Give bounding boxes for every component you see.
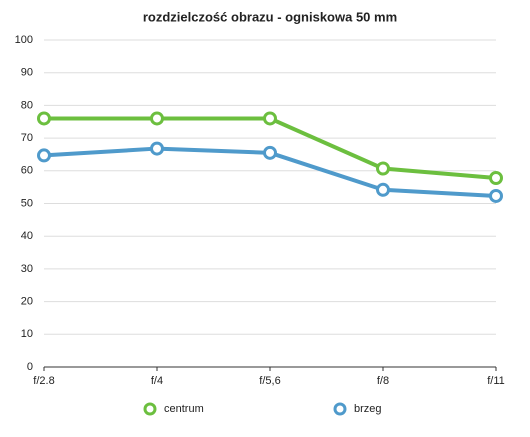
- data-point: [489, 170, 503, 185]
- y-tick-label: 100: [15, 34, 33, 46]
- legend-marker: [143, 402, 157, 416]
- data-point: [376, 182, 390, 197]
- legend-label: centrum: [164, 403, 204, 415]
- y-tick-label: 10: [21, 328, 33, 340]
- x-tick-label: f/11: [487, 375, 505, 387]
- x-tick-label: f/5,6: [259, 375, 280, 387]
- y-tick-label: 0: [27, 361, 33, 373]
- y-tick-label: 80: [21, 99, 33, 111]
- data-point: [150, 141, 164, 156]
- legend-marker: [333, 402, 347, 416]
- y-tick-label: 50: [21, 197, 33, 209]
- y-tick-label: 90: [21, 67, 33, 79]
- data-point: [150, 111, 164, 126]
- y-tick-label: 40: [21, 230, 33, 242]
- data-point: [376, 161, 390, 176]
- x-tick-label: f/8: [377, 375, 389, 387]
- y-tick-label: 20: [21, 296, 33, 308]
- x-tick-label: f/4: [151, 375, 163, 387]
- x-tick-label: f/2.8: [33, 375, 54, 387]
- y-tick-label: 60: [21, 165, 33, 177]
- y-tick-label: 30: [21, 263, 33, 275]
- data-point: [37, 148, 51, 163]
- legend-label: brzeg: [354, 403, 382, 415]
- y-tick-label: 70: [21, 132, 33, 144]
- data-point: [263, 111, 277, 126]
- chart-title: rozdzielczość obrazu - ogniskowa 50 mm: [143, 9, 397, 24]
- data-point: [489, 188, 503, 203]
- data-point: [263, 145, 277, 160]
- data-point: [37, 111, 51, 126]
